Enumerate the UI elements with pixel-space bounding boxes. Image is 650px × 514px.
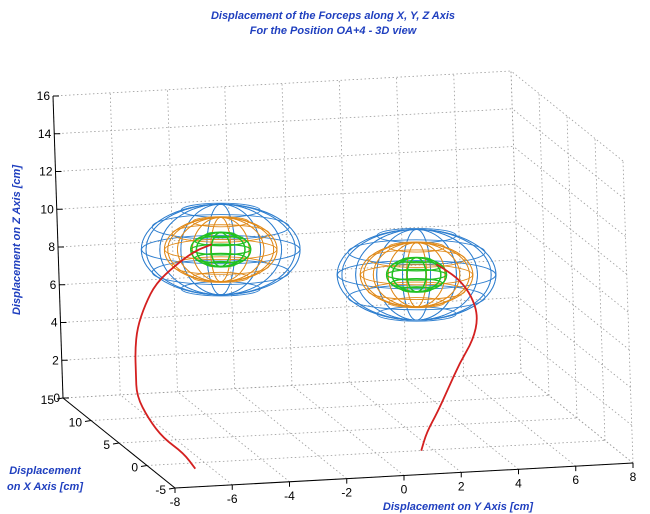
grid-line [566,115,578,419]
x-axis-label-line-2: on X Axis [cm] [7,481,83,493]
target-parallel [388,297,446,309]
target-parallel [192,271,250,283]
target-parallel [205,231,237,239]
trajectory-series [420,263,478,451]
x-tick-mark [84,420,92,422]
grid-line [55,146,514,172]
z-tick-label: 0 [53,391,60,405]
x-tick-mark [140,465,148,467]
grid-line [518,297,631,388]
target-parallel [194,252,248,264]
x-tick-label: 0 [131,461,138,475]
trajectory-series [134,243,213,470]
axes-frame [52,95,634,493]
y-tick-label: 8 [630,470,637,484]
x-tick-label: -5 [155,483,166,497]
y-tick-label: -4 [284,489,295,503]
y-tick-label: 0 [401,483,408,497]
grid-line [538,93,550,396]
target-parallel [164,238,278,261]
grid-line [60,297,519,323]
y-axis-label: Displacement on Y Axis [cm] [383,501,534,513]
target-parallel [171,224,270,243]
x-tick-mark [112,442,120,445]
grid-line [61,334,520,361]
target-parallel [336,260,497,290]
target-parallel [390,277,443,289]
grid [52,70,634,489]
x-tick-mark [56,397,64,400]
target-parallel [386,268,447,281]
target-parallel [180,281,261,297]
z-tick-label: 12 [39,165,53,179]
target-parallel [401,286,433,293]
chart-title-line-1: Displacement of the Forceps along X, Y, … [211,10,455,22]
target-parallel [205,260,237,268]
z-tick-label: 10 [40,202,54,216]
z-tick-label: 2 [52,353,59,367]
z-axis-label: Displacement on Z Axis [cm] [11,165,23,315]
grid-line [59,259,518,286]
target-parallel [388,241,446,253]
target-parallel [390,261,443,272]
trajectories [134,243,478,470]
x-tick-label: 5 [103,438,110,452]
grid-line [510,70,624,162]
z-tick-label: 16 [37,89,51,103]
target-parallel [171,256,270,275]
grid-line [515,221,629,313]
target-parallel [141,234,301,265]
grid-line [513,146,626,237]
target-parallel [401,256,433,264]
y-tick-label: -8 [170,495,181,509]
grid-line [62,372,522,399]
z-tick-label: 4 [51,316,58,330]
grid-line [54,108,513,135]
grid-line [510,70,522,374]
y-tick-label: -6 [227,492,238,506]
grid-line [52,70,512,97]
grid-line [167,89,178,392]
grid-line [57,221,517,248]
target-parallel [367,281,466,301]
z-tick-label: 6 [50,278,57,292]
y-tick-label: 4 [515,476,522,490]
targets [140,202,497,322]
x-tick-label: 10 [69,416,83,430]
z-tick-label: 14 [38,127,52,141]
z-tick-label: 8 [48,240,55,254]
target-parallel [192,216,250,228]
x-tick-mark [168,487,176,490]
grid-line [594,138,606,441]
chart-title-line-2: For the Position OA+4 - 3D view [250,25,418,37]
grid-line [118,417,578,444]
grid-line [56,183,515,210]
target-parallel [367,249,466,268]
grid-line [146,440,606,466]
target-parallel [360,264,474,286]
target-parallel [376,306,457,322]
grid-line [338,80,350,383]
target-parallel [194,235,248,247]
x-tick-label: 15 [41,393,55,407]
grid-line [519,334,633,426]
y-tick-label: 2 [458,479,465,493]
x-axis-label-line-1: Displacement [9,465,82,477]
target-parallel [190,243,252,256]
y-tick-label: -2 [341,486,352,500]
grid-line [90,395,550,421]
y-tick-label: 6 [572,473,579,487]
